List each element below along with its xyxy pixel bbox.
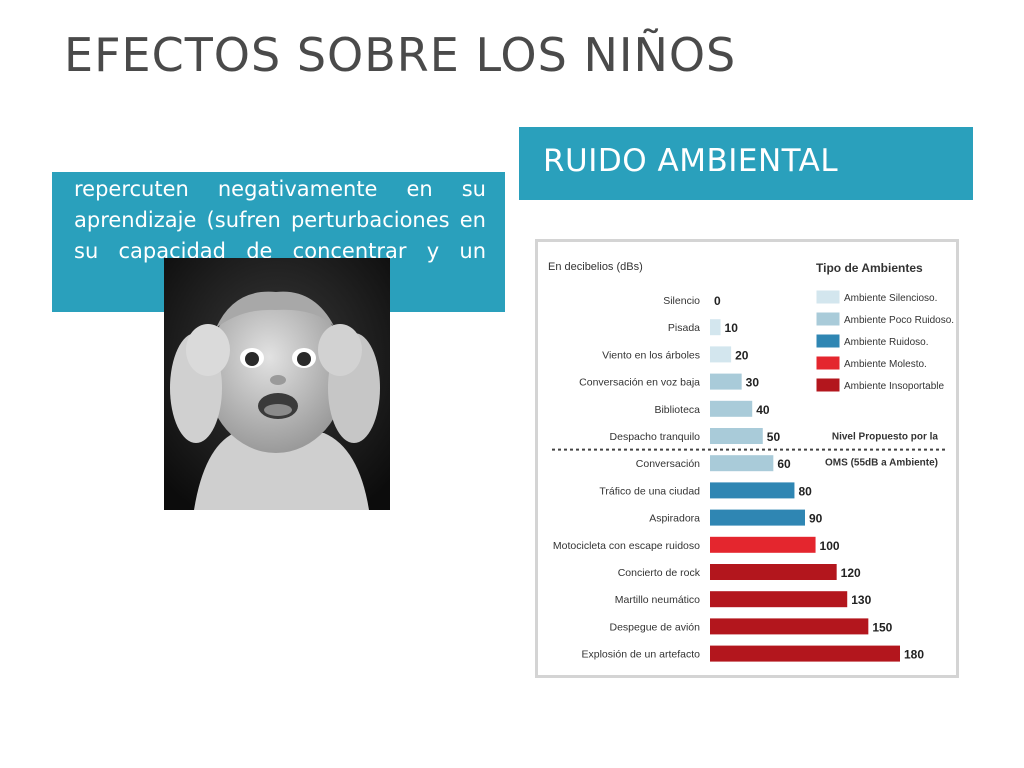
category-label: Martillo neumático [615, 594, 700, 606]
bar-insoportable [710, 591, 848, 608]
value-label: 50 [767, 430, 781, 444]
value-label: 20 [735, 348, 749, 362]
category-label: Aspiradora [649, 513, 700, 525]
value-label: 80 [798, 484, 812, 498]
category-label: Concierto de rock [618, 567, 701, 579]
legend-swatch-poco_ruidoso [815, 311, 841, 327]
value-label: 180 [904, 648, 924, 662]
value-label: 100 [820, 539, 840, 553]
bar-insoportable [710, 618, 869, 635]
bar-silencioso [710, 346, 732, 363]
category-label: Despegue de avión [610, 621, 701, 633]
value-label: 10 [725, 321, 739, 335]
chart-unit-label: En decibelios (dBs) [548, 261, 643, 273]
legend-label-ruidoso: Ambiente Ruidoso. [844, 337, 929, 348]
threshold-label: Nivel Propuesto por la [832, 432, 939, 443]
legend-label-poco_ruidoso: Ambiente Poco Ruidoso. [844, 315, 954, 326]
category-label: Biblioteca [654, 404, 700, 416]
category-label: Explosión de un artefacto [582, 649, 701, 661]
section-header: RUIDO AMBIENTAL [519, 127, 973, 200]
category-label: Conversación en voz baja [579, 377, 700, 389]
bar-silencioso [710, 319, 721, 336]
chart-legend: Ambiente Silencioso. Ambiente Poco Ruidos… [815, 289, 954, 393]
category-label: Tráfico de una ciudad [599, 485, 700, 497]
baby-illustration [164, 258, 390, 510]
bar-insoportable [710, 645, 900, 662]
value-label: 130 [851, 593, 871, 607]
value-label: 0 [714, 294, 721, 308]
legend-swatch-insoportable [815, 377, 841, 393]
category-label: Motocicleta con escape ruidoso [553, 540, 700, 552]
category-label: Despacho tranquilo [610, 431, 701, 443]
bar-poco_ruidoso [710, 455, 774, 472]
bar-ruidoso [710, 509, 805, 526]
legend-swatch-ruidoso [815, 333, 841, 349]
oms-threshold: Nivel Propuesto por la OMS (55dB a Ambien… [552, 432, 948, 469]
value-label: 120 [841, 566, 861, 580]
bar-insoportable [710, 564, 837, 580]
body-text: repercuten negativamente en su aprendiza… [74, 177, 486, 263]
legend-swatch-silencioso [815, 289, 841, 305]
legend-label-molesto: Ambiente Molesto. [844, 359, 927, 370]
legend-swatch-molesto [815, 355, 841, 371]
category-label: Conversación [636, 458, 700, 470]
baby-covering-ears-photo [164, 258, 390, 510]
value-label: 90 [809, 512, 823, 526]
category-label: Silencio [663, 295, 700, 307]
value-label: 60 [777, 457, 791, 471]
bar-ruidoso [710, 482, 795, 499]
bar-poco_ruidoso [710, 428, 763, 444]
chart-bars: Silencio 0 Pisada 10 Viento en los árboles 20… [553, 294, 924, 662]
threshold-label: OMS (55dB a Ambiente) [825, 458, 938, 469]
bar-poco_ruidoso [710, 400, 753, 417]
section-header-label: RUIDO AMBIENTAL [543, 143, 839, 179]
value-label: 30 [746, 376, 760, 390]
noise-chart-svg: En decibelios (dBs) Tipo de Ambientes Am… [548, 261, 954, 662]
bar-poco_ruidoso [710, 373, 742, 390]
legend-label-silencioso: Ambiente Silencioso. [844, 293, 937, 304]
category-label: Viento en los árboles [602, 349, 700, 361]
bar-molesto [710, 536, 816, 553]
value-label: 150 [872, 620, 892, 634]
category-label: Pisada [668, 322, 700, 334]
legend-title: Tipo de Ambientes [816, 261, 923, 275]
noise-levels-chart: En decibelios (dBs) Tipo de Ambientes Am… [535, 239, 959, 678]
slide-title: EFECTOS SOBRE LOS NIÑOS [64, 28, 737, 82]
legend-label-insoportable: Ambiente Insoportable [844, 381, 945, 392]
value-label: 40 [756, 403, 770, 417]
